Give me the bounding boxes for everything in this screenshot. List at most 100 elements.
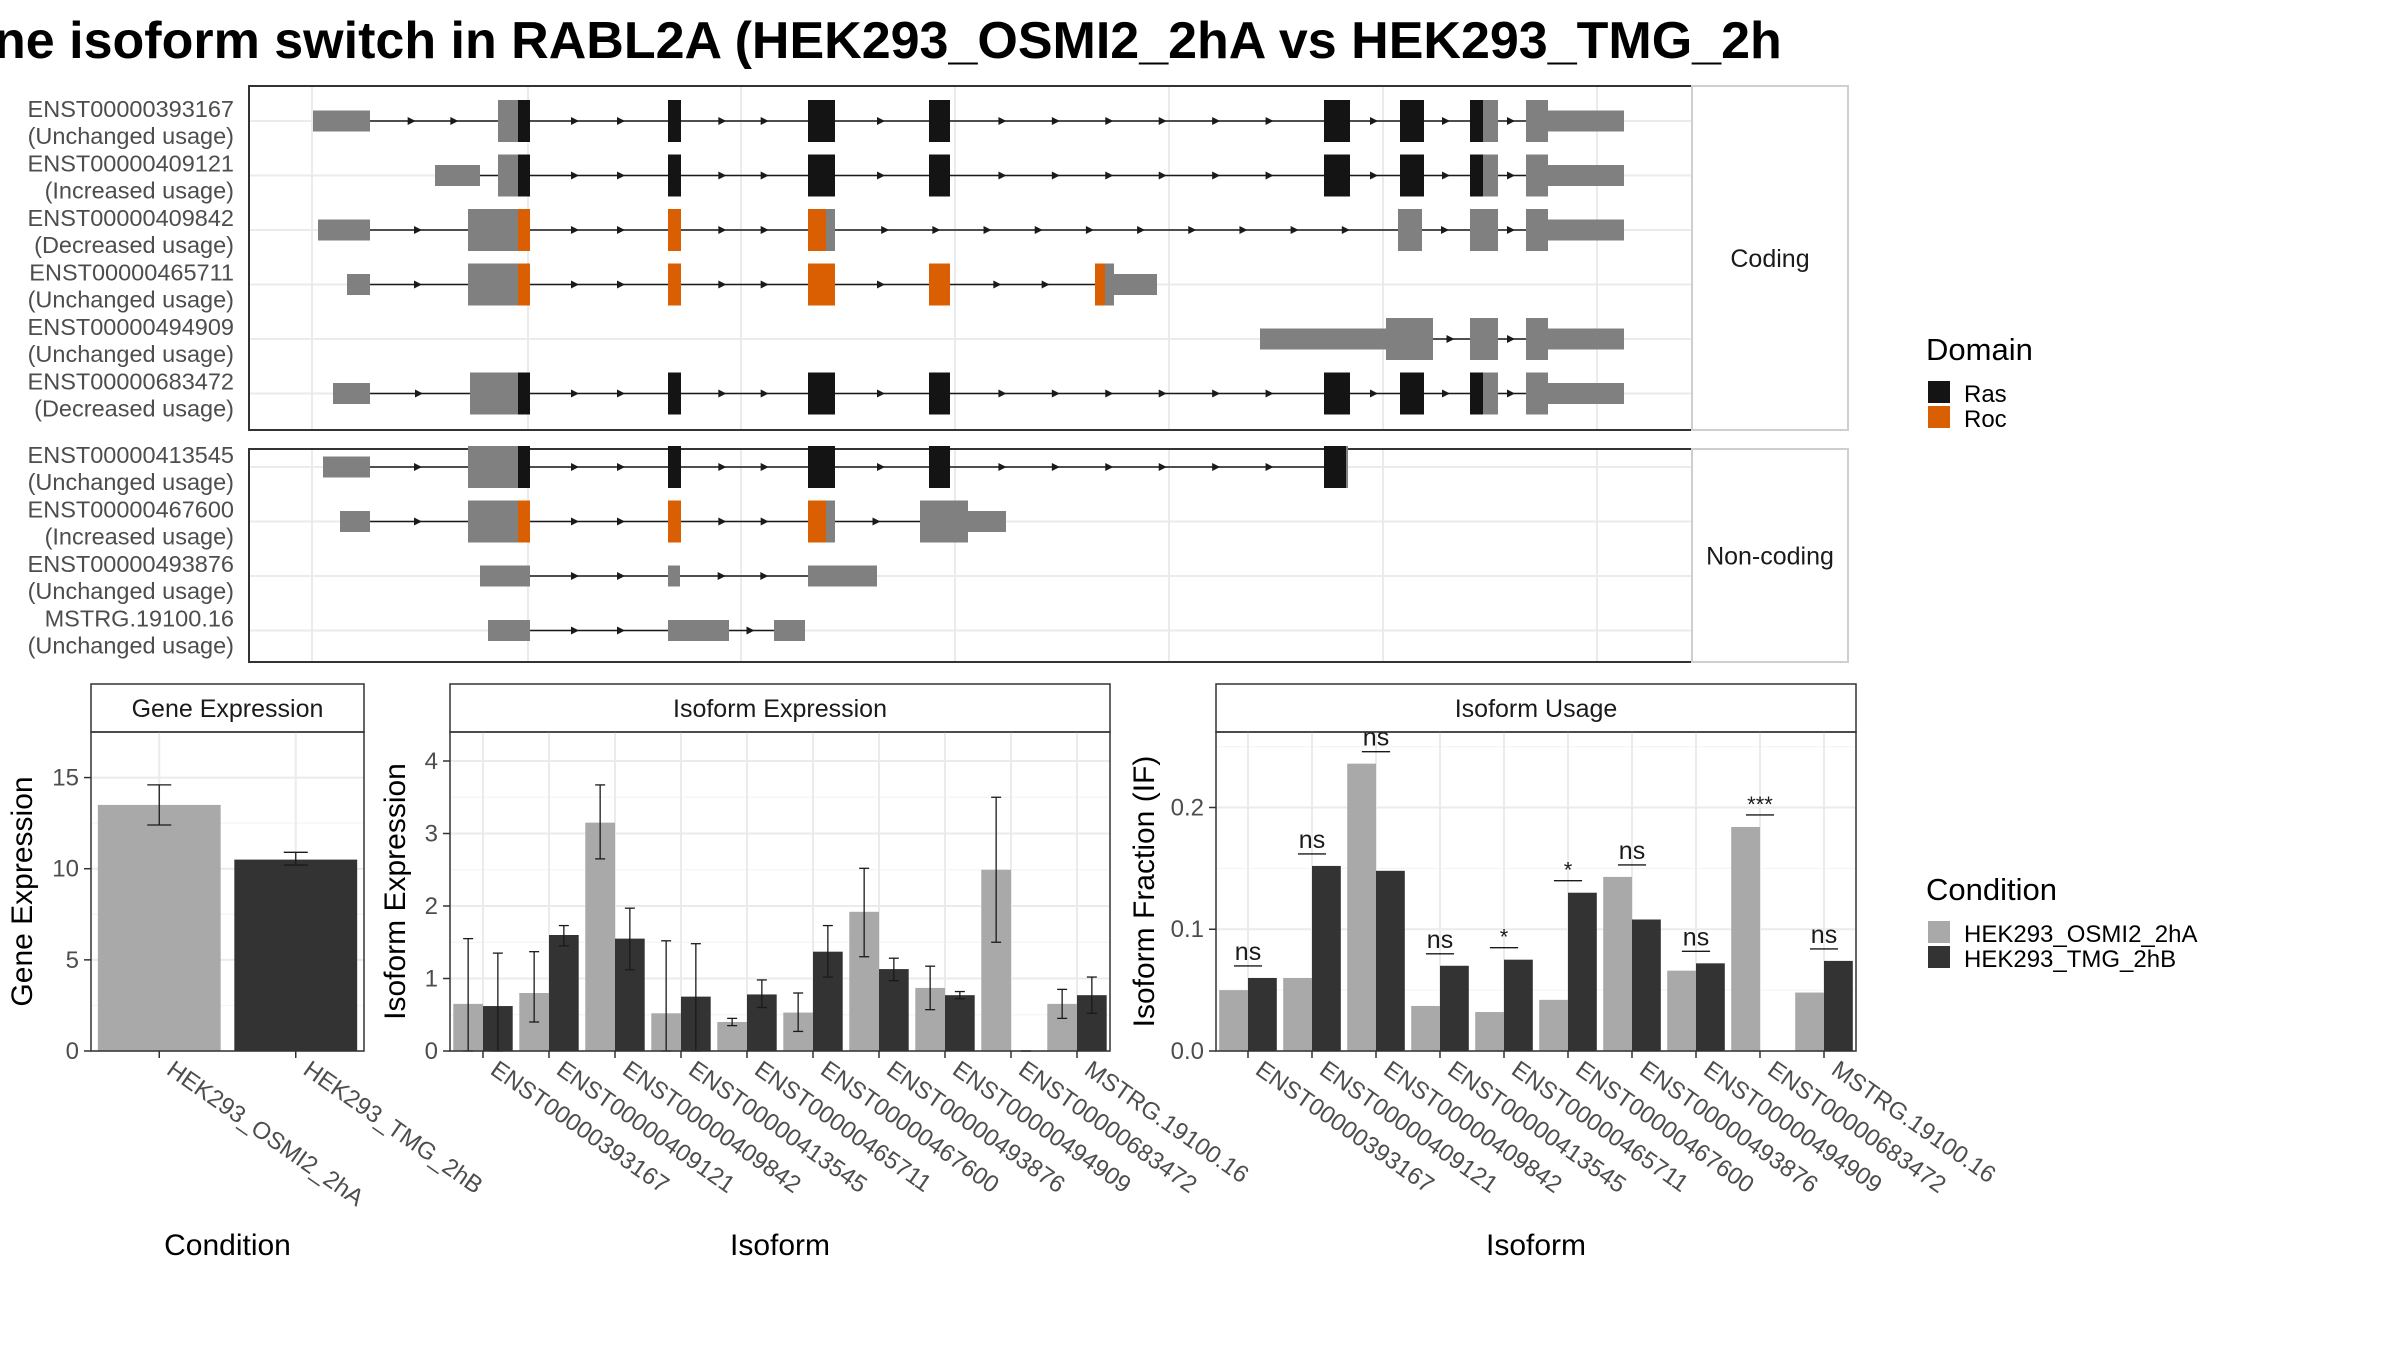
bar-HEK293_TMG_2hB-ENST00000493876 <box>1632 919 1661 1051</box>
bar-HEK293_TMG_2hB <box>234 859 358 1051</box>
transcript-structure-plot: Coding ENST00000393167 (Unchanged usage) EN… <box>28 85 1849 663</box>
intron-arrow <box>1442 117 1450 125</box>
ras-domain-exon <box>668 100 681 142</box>
significance-label: ns <box>1235 938 1261 966</box>
intron-arrow <box>1239 226 1248 234</box>
transcript-id-label: ENST00000467600 <box>28 497 234 523</box>
error-bar <box>822 924 833 978</box>
transcript-ENST00000683472 <box>333 372 1624 415</box>
y-tick-label: 0.1 <box>1171 916 1204 943</box>
ras-domain-exon <box>518 100 530 142</box>
intron-arrow <box>1158 389 1167 398</box>
ras-domain-exon <box>1400 154 1424 197</box>
utr-exon <box>968 511 1006 532</box>
transcript-ENST00000493876 <box>480 565 877 587</box>
intron-arrow <box>877 389 885 398</box>
coding-exon <box>498 100 518 142</box>
error-bar <box>756 979 767 1009</box>
bar-HEK293_TMG_2hB-ENST00000493876 <box>879 969 909 1051</box>
coding-exon <box>468 209 518 251</box>
intron-arrow <box>571 226 579 234</box>
transcript-id-label: ENST00000465711 <box>29 260 234 286</box>
significance-label: ns <box>1619 837 1645 865</box>
bar-HEK293_TMG_2hB-ENST00000494909 <box>1696 963 1725 1051</box>
coding-exon <box>1526 372 1548 415</box>
ras-domain-exon <box>929 446 950 488</box>
coding-exon <box>1483 154 1498 197</box>
chart-title: Isoform Expression <box>673 695 887 723</box>
intron-arrow <box>718 389 727 398</box>
bar-HEK293_OSMI2_2hA-ENST00000409121 <box>1283 977 1312 1051</box>
intron-arrow <box>414 517 422 526</box>
facet-strip-label: Non-coding <box>1706 543 1834 571</box>
y-tick-label: 1 <box>425 966 438 993</box>
coding-exon <box>1398 209 1422 251</box>
transcript-id-label: ENST00000393167 <box>28 96 234 122</box>
intron-arrow <box>1158 171 1167 180</box>
intron-arrow <box>1051 389 1060 398</box>
bar-HEK293_TMG_2hB-ENST00000413545 <box>1440 965 1469 1051</box>
ras-domain-exon <box>1470 372 1483 415</box>
utr-exon <box>668 620 729 641</box>
intron-arrow <box>760 517 769 526</box>
intron-arrow <box>983 226 992 234</box>
intron-arrow <box>718 463 727 471</box>
intron-arrow <box>1105 389 1114 398</box>
intron-arrow <box>1507 226 1515 234</box>
transcript-ENST00000413545 <box>323 446 1348 488</box>
utr-exon <box>488 620 530 641</box>
intron-arrow <box>998 389 1007 398</box>
bar-HEK293_OSMI2_2hA-ENST00000683472 <box>1731 826 1760 1051</box>
bar-HEK293_OSMI2_2hA-ENST00000413545 <box>1411 1005 1440 1051</box>
intron-arrow <box>877 280 885 289</box>
intron-arrow <box>718 226 727 234</box>
utr-exon <box>1548 219 1624 241</box>
intron-arrow <box>877 171 885 180</box>
intron-arrow <box>760 572 769 580</box>
roc-domain-exon <box>1095 263 1105 306</box>
transcript-ENST00000393167 <box>313 100 1624 142</box>
intron-arrow <box>718 117 727 125</box>
intron-arrow <box>415 389 423 398</box>
intron-arrow <box>1041 280 1050 289</box>
transcript-id-label: ENST00000494909 <box>28 314 234 340</box>
intron-arrow <box>617 572 625 580</box>
bar-HEK293_OSMI2_2hA-ENST00000465711 <box>717 1022 747 1051</box>
intron-arrow <box>1442 389 1450 398</box>
condition-legend-title: Condition <box>1926 872 2057 907</box>
coding-exon <box>1526 209 1548 251</box>
intron-arrow <box>1034 226 1043 234</box>
y-tick-label: 10 <box>52 856 79 883</box>
y-tick-label: 5 <box>66 947 79 974</box>
bar-HEK293_TMG_2hB-ENST00000494909 <box>945 995 975 1051</box>
coding-exon <box>1526 154 1548 197</box>
intron-arrow <box>1212 389 1221 398</box>
ras-domain-exon <box>518 154 530 197</box>
bar-HEK293_OSMI2_2hA-ENST00000409842 <box>1347 763 1376 1051</box>
transcript-usage-label: (Unchanged usage) <box>28 633 234 659</box>
significance-label: *** <box>1747 792 1773 817</box>
intron-arrow <box>760 171 769 180</box>
ras-domain-exon <box>1324 100 1350 142</box>
error-bar <box>624 907 635 971</box>
intron-arrow <box>571 626 579 635</box>
intron-arrow <box>1105 117 1114 125</box>
bar-HEK293_OSMI2_2hA-MSTRG.19100.16 <box>1795 992 1824 1051</box>
transcript-ENST00000494909 <box>1260 318 1624 360</box>
intron-arrow <box>746 626 755 635</box>
error-bar <box>283 851 308 866</box>
coding-exon <box>468 500 518 543</box>
utr-exon <box>668 565 680 587</box>
transcript-ENST00000467600 <box>340 500 1006 543</box>
domain-legend: Domain Ras Roc <box>1926 332 2033 433</box>
y-tick-label: 4 <box>425 748 438 775</box>
intron-arrow <box>760 226 769 234</box>
intron-arrow <box>1265 117 1274 125</box>
legend-swatch-roc <box>1928 406 1950 428</box>
intron-arrow <box>1265 463 1274 471</box>
intron-arrow <box>617 226 625 234</box>
facet-strip-label: Coding <box>1730 245 1809 273</box>
error-bar <box>1086 976 1097 1014</box>
utr-exon <box>774 620 805 641</box>
